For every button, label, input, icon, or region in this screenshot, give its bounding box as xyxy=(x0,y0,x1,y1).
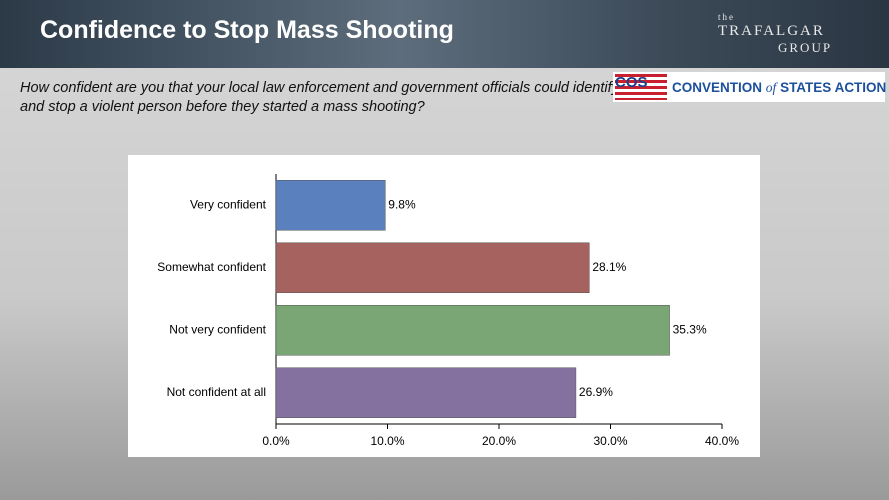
y-tick-label: Not confident at all xyxy=(167,385,266,399)
logo-text: of xyxy=(765,80,777,95)
logo-text: STATES ACTION xyxy=(780,80,887,95)
bar xyxy=(275,242,590,293)
x-tick-label: 20.0% xyxy=(482,434,516,448)
logo-text: the xyxy=(718,12,735,22)
y-tick-label: Somewhat confident xyxy=(157,260,266,274)
value-label: 26.9% xyxy=(579,385,613,399)
value-label: 28.1% xyxy=(592,260,626,274)
bar xyxy=(275,180,386,231)
bar xyxy=(275,305,670,356)
logo-text: GROUP xyxy=(778,40,833,55)
trafalgar-logo: the TRAFALGAR GROUP xyxy=(718,12,832,56)
x-tick-label: 40.0% xyxy=(705,434,739,448)
x-tick-label: 10.0% xyxy=(370,434,404,448)
x-tick-label: 30.0% xyxy=(593,434,627,448)
question: How confident are you that your local la… xyxy=(20,80,619,115)
cos-logo: COS CONVENTION of STATES ACTION xyxy=(613,72,886,102)
y-tick-label: Not very confident xyxy=(169,322,266,336)
y-tick-label: Very confident xyxy=(190,197,267,211)
value-label: 9.8% xyxy=(388,197,416,211)
logo-text: COS xyxy=(615,74,648,91)
cos-mark: COS xyxy=(615,74,667,100)
slide-title: Confidence to Stop Mass Shooting xyxy=(40,16,454,44)
logo-text: TRAFALGAR xyxy=(718,23,825,39)
logo-text: CONVENTION xyxy=(672,80,763,95)
banner xyxy=(0,0,889,68)
bar xyxy=(275,367,577,418)
value-label: 35.3% xyxy=(673,322,707,336)
cos-name: CONVENTION of STATES ACTION xyxy=(672,80,886,96)
x-tick-label: 0.0% xyxy=(262,434,290,448)
